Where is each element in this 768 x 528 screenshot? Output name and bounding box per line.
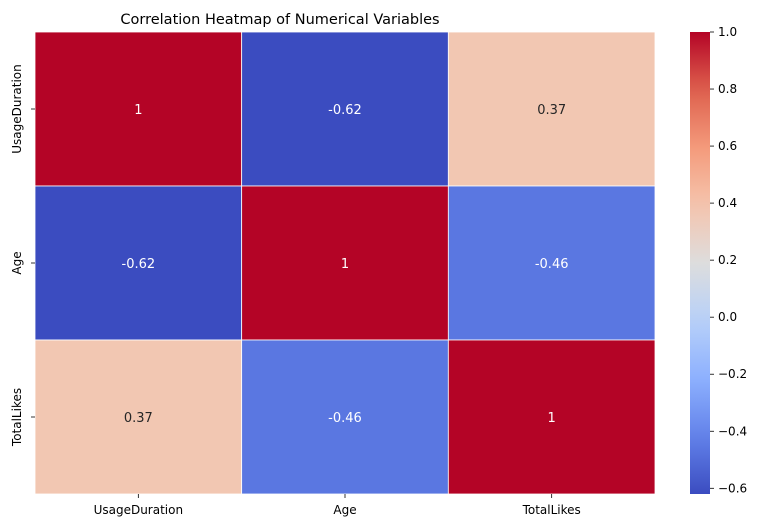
colorbar-tick-label: 0.4 [718, 196, 737, 210]
colorbar-tick-label: 0.2 [718, 253, 737, 267]
colorbar-tick-label: −0.6 [718, 481, 747, 495]
colorbar-tick-label: 0.0 [718, 310, 737, 324]
colorbar-tick-label: 0.6 [718, 139, 737, 153]
cell-annotation: -0.46 [535, 257, 569, 272]
colorbar-tick-label: 0.8 [718, 82, 737, 96]
cell-annotation: 1 [134, 103, 142, 118]
colorbar-tick-label: −0.4 [718, 424, 747, 438]
y-axis-ticks: UsageDuration Age TotalLikes [10, 64, 35, 447]
x-tick-label: UsageDuration [94, 503, 184, 517]
y-tick-label: UsageDuration [10, 64, 24, 154]
heatmap-cells: 1 -0.62 0.37 -0.62 1 -0.46 0.37 -0.46 1 [34, 31, 656, 495]
x-tick-label: Age [333, 503, 356, 517]
chart-title: Correlation Heatmap of Numerical Variabl… [120, 12, 439, 28]
colorbar-tick-label: −0.2 [718, 367, 747, 381]
cell-annotation: -0.46 [328, 411, 362, 426]
heatmap-cell [34, 31, 243, 187]
cell-annotation: -0.62 [328, 103, 362, 118]
heatmap-cell [241, 185, 449, 341]
cell-annotation: 0.37 [124, 411, 153, 426]
x-tick-label: TotalLikes [522, 503, 581, 517]
heatmap-cell [447, 31, 656, 187]
y-tick-label: TotalLikes [10, 388, 24, 447]
x-axis-ticks: UsageDuration Age TotalLikes [94, 494, 581, 517]
colorbar: 1.0 0.8 0.6 0.4 0.2 0.0 −0.2 −0.4 −0.6 [690, 25, 747, 495]
heatmap-cell [241, 31, 449, 187]
cell-annotation: 0.37 [537, 103, 566, 118]
heatmap-cell [34, 185, 243, 341]
heatmap-cell [241, 339, 449, 495]
y-tick-label: Age [10, 251, 24, 274]
cell-annotation: 1 [548, 411, 556, 426]
colorbar-tick-label: 1.0 [718, 25, 737, 39]
heatmap-cell [34, 339, 243, 495]
cell-annotation: 1 [341, 257, 349, 272]
heatmap-cell [447, 185, 656, 341]
cell-annotation: -0.62 [122, 257, 156, 272]
colorbar-gradient [690, 32, 710, 494]
